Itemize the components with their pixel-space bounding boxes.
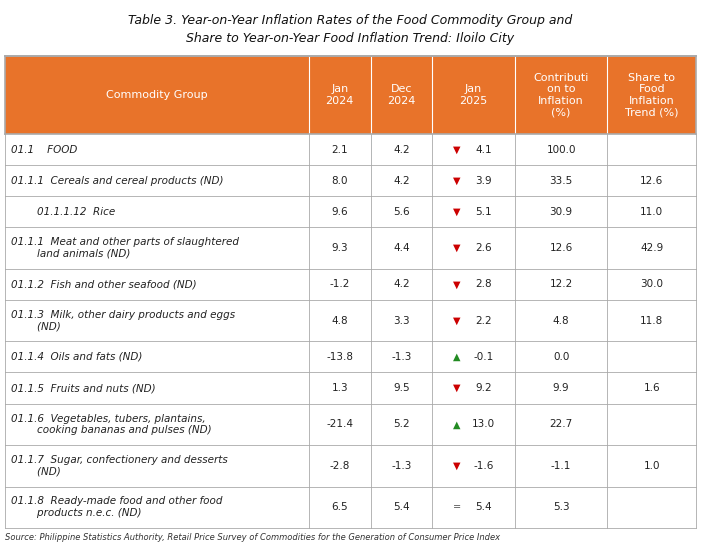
Text: 1.0: 1.0 [644, 461, 660, 471]
Text: Commodity Group: Commodity Group [106, 90, 207, 100]
Bar [5, 403, 696, 445]
Text: 0.0: 0.0 [553, 352, 569, 362]
Text: 9.2: 9.2 [475, 383, 492, 393]
Bar [5, 56, 696, 134]
Text: 5.6: 5.6 [393, 207, 410, 217]
Text: 8.0: 8.0 [332, 176, 348, 186]
Text: Contributi
on to
Inflation
(%): Contributi on to Inflation (%) [533, 73, 589, 117]
Text: 01.1.1.12  Rice: 01.1.1.12 Rice [11, 207, 115, 217]
Text: ▼: ▼ [454, 316, 461, 326]
Text: -1.3: -1.3 [391, 461, 411, 471]
Text: 4.2: 4.2 [393, 176, 410, 186]
Text: ▲: ▲ [454, 352, 461, 362]
Text: 9.5: 9.5 [393, 383, 410, 393]
Text: 01.1.2  Fish and other seafood (ND): 01.1.2 Fish and other seafood (ND) [11, 280, 196, 290]
Text: 5.2: 5.2 [393, 419, 410, 429]
Bar [5, 373, 696, 403]
Text: 4.2: 4.2 [393, 145, 410, 155]
Bar [5, 487, 696, 528]
Text: -1.3: -1.3 [391, 352, 411, 362]
Text: 22.7: 22.7 [550, 419, 573, 429]
Text: 9.9: 9.9 [553, 383, 569, 393]
Text: -13.8: -13.8 [326, 352, 353, 362]
Text: 1.6: 1.6 [644, 383, 660, 393]
Bar [5, 341, 696, 373]
Bar [5, 269, 696, 300]
Text: 9.6: 9.6 [332, 207, 348, 217]
Text: ▼: ▼ [454, 383, 461, 393]
Text: 2.1: 2.1 [332, 145, 348, 155]
Text: 01.1.3  Milk, other dairy products and eggs
        (ND): 01.1.3 Milk, other dairy products and eg… [11, 310, 235, 331]
Text: ▼: ▼ [454, 176, 461, 186]
Text: ▲: ▲ [454, 419, 461, 429]
Text: 9.3: 9.3 [332, 243, 348, 253]
Text: =: = [453, 502, 461, 512]
Text: 12.6: 12.6 [550, 243, 573, 253]
Text: ▼: ▼ [454, 145, 461, 155]
Text: 6.5: 6.5 [332, 502, 348, 512]
Text: 12.6: 12.6 [640, 176, 663, 186]
Text: ▼: ▼ [454, 207, 461, 217]
Text: 1.3: 1.3 [332, 383, 348, 393]
Text: 5.4: 5.4 [475, 502, 492, 512]
Bar [5, 300, 696, 341]
Text: 2.6: 2.6 [475, 243, 492, 253]
Text: 33.5: 33.5 [550, 176, 573, 186]
Text: ▼: ▼ [454, 461, 461, 471]
Text: Dec
2024: Dec 2024 [387, 84, 416, 106]
Text: 01.1    FOOD: 01.1 FOOD [11, 145, 77, 155]
Bar [5, 227, 696, 269]
Text: -2.8: -2.8 [329, 461, 350, 471]
Text: Jan
2025: Jan 2025 [459, 84, 488, 106]
Text: 4.1: 4.1 [475, 145, 492, 155]
Text: 30.9: 30.9 [550, 207, 573, 217]
Text: 30.0: 30.0 [640, 280, 663, 290]
Bar [5, 445, 696, 487]
Text: 4.2: 4.2 [393, 280, 410, 290]
Text: -1.1: -1.1 [551, 461, 571, 471]
Text: Jan
2024: Jan 2024 [325, 84, 354, 106]
Text: Table 3. Year-on-Year Inflation Rates of the Food Commodity Group and: Table 3. Year-on-Year Inflation Rates of… [128, 14, 573, 27]
Text: 4.8: 4.8 [332, 316, 348, 326]
Text: 01.1.1  Meat and other parts of slaughtered
        land animals (ND): 01.1.1 Meat and other parts of slaughter… [11, 237, 239, 259]
Text: Share to
Food
Inflation
Trend (%): Share to Food Inflation Trend (%) [625, 73, 679, 117]
Bar [5, 134, 696, 165]
Text: 2.8: 2.8 [475, 280, 492, 290]
Text: 2.2: 2.2 [475, 316, 492, 326]
Text: -1.2: -1.2 [329, 280, 350, 290]
Text: 12.2: 12.2 [550, 280, 573, 290]
Text: -21.4: -21.4 [326, 419, 353, 429]
Text: -1.6: -1.6 [473, 461, 494, 471]
Text: ▼: ▼ [454, 280, 461, 290]
Text: 5.4: 5.4 [393, 502, 410, 512]
Text: 3.3: 3.3 [393, 316, 410, 326]
Text: 13.0: 13.0 [472, 419, 495, 429]
Text: ▼: ▼ [454, 243, 461, 253]
Text: 100.0: 100.0 [546, 145, 576, 155]
Text: 01.1.1  Cereals and cereal products (ND): 01.1.1 Cereals and cereal products (ND) [11, 176, 224, 186]
Text: 4.8: 4.8 [553, 316, 569, 326]
Text: 01.1.5  Fruits and nuts (ND): 01.1.5 Fruits and nuts (ND) [11, 383, 156, 393]
Text: 11.0: 11.0 [640, 207, 663, 217]
Text: Share to Year-on-Year Food Inflation Trend: Iloilo City: Share to Year-on-Year Food Inflation Tre… [186, 32, 515, 45]
Text: 01.1.6  Vegetables, tubers, plantains,
        cooking bananas and pulses (ND): 01.1.6 Vegetables, tubers, plantains, co… [11, 413, 212, 435]
Text: 5.3: 5.3 [553, 502, 569, 512]
Bar [5, 165, 696, 196]
Text: 3.9: 3.9 [475, 176, 492, 186]
Text: Source: Philippine Statistics Authority, Retail Price Survey of Commodities for : Source: Philippine Statistics Authority,… [5, 533, 500, 542]
Text: 01.1.4  Oils and fats (ND): 01.1.4 Oils and fats (ND) [11, 352, 142, 362]
Text: 01.1.8  Ready-made food and other food
        products n.e.c. (ND): 01.1.8 Ready-made food and other food pr… [11, 497, 222, 518]
Text: 4.4: 4.4 [393, 243, 410, 253]
Text: 42.9: 42.9 [640, 243, 663, 253]
Bar [5, 196, 696, 227]
Text: -0.1: -0.1 [473, 352, 494, 362]
Text: 5.1: 5.1 [475, 207, 492, 217]
Text: 01.1.7  Sugar, confectionery and desserts
        (ND): 01.1.7 Sugar, confectionery and desserts… [11, 455, 228, 477]
Text: 11.8: 11.8 [640, 316, 663, 326]
